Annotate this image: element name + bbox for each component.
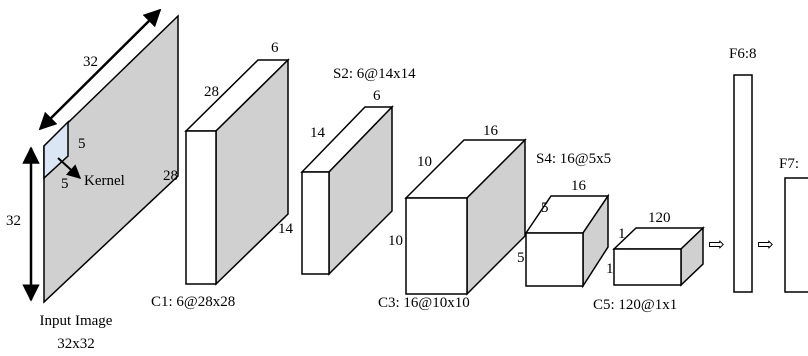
input-caption-line2: 32x32 [57,336,95,352]
c5-width-label: 1 [606,261,614,277]
f6-to-f7-arrow-icon: ⇨ [757,234,774,256]
s4-caption: S4: 16@5x5 [536,151,611,167]
c5-height-label: 1 [618,226,626,242]
c3-caption: C3: 16@10x10 [378,295,470,311]
c1-caption: C1: 6@28x28 [151,294,235,310]
s2-depth-label: 6 [373,88,381,104]
s2-height-label: 14 [310,125,326,141]
s4-front-face [525,232,584,287]
c3-depth-label: 16 [483,123,499,139]
kernel-label: Kernel [84,173,125,189]
c5-front-face [613,248,682,286]
c3-block [404,138,527,296]
c1-width-label: 28 [163,168,178,184]
c3-width-label: 10 [388,233,403,249]
s2-front-face [301,171,330,275]
input-caption-line1: Input Image [40,313,113,329]
c5-depth-label: 120 [648,210,671,226]
f7-layer-bar [784,177,808,293]
s2-width-label: 14 [278,221,294,237]
s4-block [524,193,610,289]
c3-front-face [405,197,468,295]
c1-block [184,58,290,286]
kernel-size-label-bottom: 5 [61,176,69,192]
f7-caption: F7: [779,156,799,172]
kernel-arrow [57,157,82,179]
s4-width-label: 5 [517,250,525,266]
c5-caption: C5: 120@1x1 [593,297,677,313]
c1-height-label: 28 [204,84,219,100]
s4-height-label: 5 [541,200,549,216]
input-width-arrow [38,8,162,131]
c1-depth-label: 6 [271,40,279,56]
c1-front-face [185,130,217,285]
s4-depth-label: 16 [571,178,587,194]
c3-height-label: 10 [417,154,432,170]
kernel-size-label-top: 5 [78,136,86,152]
input-height-label: 32 [6,213,21,229]
input-width-label: 32 [83,54,98,70]
f6-layer-bar [733,74,753,293]
c5-to-f6-arrow-icon: ⇨ [708,234,725,256]
s2-caption: S2: 6@14x14 [333,66,416,82]
s2-block [300,105,394,276]
f6-caption: F6:8 [729,46,757,62]
c5-block [612,226,705,287]
